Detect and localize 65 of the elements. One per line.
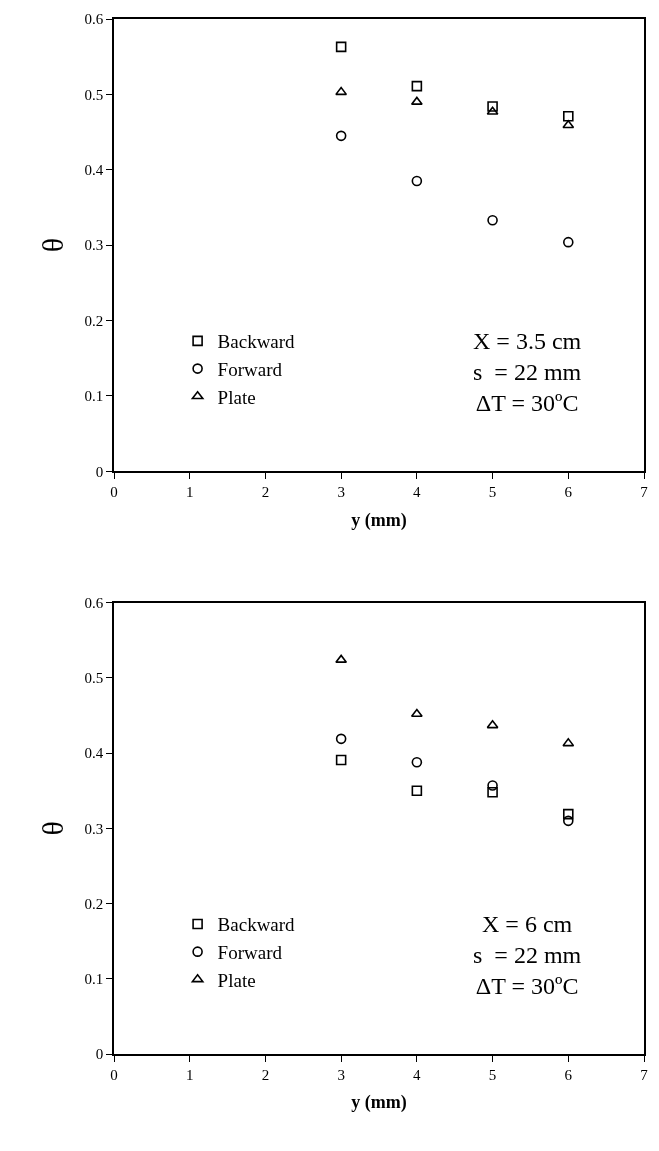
x-tick-label: 1 [185,484,194,501]
x-tick-label: 7 [640,1066,649,1083]
y-axis-title: θ [36,237,69,253]
y-tick-label: 0 [95,463,104,480]
point [410,708,423,718]
point [487,780,498,791]
point [562,815,574,827]
annotation: s = 22 mm [473,359,582,386]
point [411,175,423,187]
y-tick-label: 0.2 [84,312,104,329]
x-tick-label: 5 [488,1066,497,1083]
point [411,785,423,797]
x-tick-label: 1 [185,1066,194,1083]
annotation: ΔT = 30ºC [475,973,579,1000]
point [411,756,423,768]
point [562,119,575,129]
point [335,733,347,745]
legend-label: Plate [217,386,256,408]
y-tick-label: 0 [95,1046,104,1063]
y-tick-label: 0.6 [84,594,104,611]
legend-label: Plate [217,969,256,991]
y-tick-label: 0.5 [84,86,104,103]
x-tick-label: 6 [564,1066,573,1083]
x-tick-label: 4 [413,1066,422,1083]
x-tick-label: 6 [564,484,573,501]
point [335,754,347,766]
x-tick-label: 3 [337,484,345,501]
point [335,86,348,96]
x-tick-label: 0 [110,484,118,501]
y-tick-label: 0.4 [84,162,104,179]
x-tick-label: 5 [488,484,497,501]
x-tick-label: 0 [110,1066,118,1083]
x-axis-title: y (mm) [351,509,407,531]
point [335,41,347,53]
legend-label: Forward [217,359,283,380]
y-axis-title: θ [36,821,69,836]
point [335,130,347,142]
y-tick-label: 0.1 [84,971,104,988]
annotation: X = 3.5 cm [473,328,582,354]
point [562,110,574,122]
annotation: X = 6 cm [482,911,573,937]
x-tick-label: 7 [640,484,649,501]
x-axis-title: y (mm) [351,1092,407,1114]
annotation: ΔT = 30ºC [475,390,579,417]
y-tick-label: 0.1 [84,388,104,405]
legend-label: Backward [217,914,296,936]
point [562,236,574,248]
point [411,80,423,92]
y-tick-label: 0.5 [84,670,104,687]
point [487,786,498,798]
x-tick-label: 4 [413,484,422,501]
point [562,808,574,820]
x-tick-label: 2 [261,1066,270,1083]
y-tick-label: 0.3 [84,237,104,254]
x-tick-label: 2 [261,484,270,501]
y-tick-label: 0.2 [84,895,104,912]
y-tick-label: 0.6 [84,11,104,28]
y-tick-label: 0.3 [84,820,104,837]
legend-label: Backward [217,331,296,353]
legend-label: Forward [217,942,283,964]
point [487,101,498,112]
point [487,214,498,226]
annotation: s = 22 mm [473,942,582,969]
x-tick-label: 3 [337,1066,345,1083]
y-tick-label: 0.4 [84,745,104,762]
